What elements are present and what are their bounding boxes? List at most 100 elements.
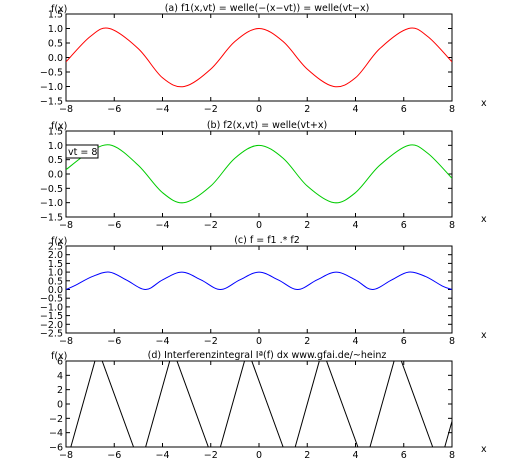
x-tick-label: −4 — [155, 104, 169, 115]
x-tick-label: 8 — [449, 336, 455, 347]
y-tick-label: 4 — [57, 371, 63, 382]
y-tick-label: −4 — [49, 428, 63, 439]
chart-title: (a) f1(x,vt) = welle(−(x−vt)) = welle(vt… — [165, 3, 370, 14]
integral-segment — [219, 361, 246, 447]
chart-panel-3: (c) f = f1 .* f2 f(x) x −8 −6 −4 −2 0 2 4 6 8 −2.5−2… — [40, 235, 487, 347]
integral-segment — [176, 361, 209, 447]
y-axis-label: f(x) — [51, 4, 67, 15]
y-tick-label: 0.5 — [48, 39, 63, 50]
y-tick-label: −2.0 — [40, 320, 63, 331]
x-tick-label: 0 — [256, 220, 262, 231]
x-tick-label: −8 — [59, 104, 73, 115]
y-tick-label: −1.0 — [40, 198, 63, 209]
x-tick-label: −8 — [59, 336, 73, 347]
integral-segment — [294, 361, 320, 447]
x-tick-label: −4 — [155, 336, 169, 347]
y-tick-label: −1.5 — [40, 311, 63, 322]
y-tick-label: 0.0 — [48, 53, 63, 64]
y-tick-label: 0.0 — [48, 285, 63, 296]
x-tick-label: 6 — [401, 450, 407, 461]
plot-frame — [65, 360, 453, 448]
y-tick-label: 2.5 — [48, 242, 63, 253]
x-tick-label: 8 — [449, 104, 455, 115]
y-axis-label: f(x) — [51, 121, 67, 132]
y-tick-label: −1.5 — [40, 97, 63, 108]
y-tick-label: −0.5 — [40, 184, 63, 195]
y-tick-label: 1.0 — [48, 141, 63, 152]
y-tick-label: 1.5 — [48, 10, 63, 21]
x-tick-label: 0 — [256, 450, 262, 461]
x-tick-label: 0 — [256, 336, 262, 347]
integral-segment — [145, 361, 171, 447]
chart-panel-2: (b) f2(x,vt) = welle(vt+x) f(x) x −8 −6 −4 −2 0… — [40, 120, 487, 231]
chart-title: (c) f = f1 .* f2 — [234, 235, 300, 246]
series-line-1 — [66, 27, 452, 88]
x-axis-label: x — [481, 444, 487, 455]
y-tick-label: 1.5 — [48, 127, 63, 138]
y-tick-label: 0.5 — [48, 155, 63, 166]
x-axis-label: x — [481, 214, 487, 225]
chart-title: (b) f2(x,vt) = welle(vt+x) — [207, 120, 327, 131]
y-tick-label: 2.0 — [48, 250, 63, 261]
x-tick-label: −4 — [155, 220, 169, 231]
x-tick-label: 6 — [401, 104, 407, 115]
x-tick-label: 4 — [352, 220, 358, 231]
y-tick-label: 2 — [57, 385, 63, 396]
x-tick-label: 2 — [304, 336, 310, 347]
x-axis-label: x — [481, 98, 487, 109]
y-tick-label: −0.5 — [40, 68, 63, 79]
x-tick-label: −6 — [107, 450, 121, 461]
x-tick-label: −8 — [59, 450, 73, 461]
x-tick-label: 2 — [304, 220, 310, 231]
y-tick-label: −2 — [49, 414, 63, 425]
x-tick-label: −2 — [204, 336, 218, 347]
y-tick-label: 0.0 — [48, 170, 63, 181]
x-tick-label: −6 — [107, 220, 121, 231]
y-tick-label: 1.5 — [48, 259, 63, 270]
x-tick-label: 8 — [449, 450, 455, 461]
x-tick-label: −6 — [107, 104, 121, 115]
integral-segment — [251, 361, 284, 447]
integral-segment — [369, 361, 395, 447]
y-tick-label: 1.0 — [48, 268, 63, 279]
x-tick-label: 0 — [256, 104, 262, 115]
y-tick-label: −1.5 — [40, 213, 63, 224]
x-tick-label: −6 — [107, 336, 121, 347]
y-tick-label: −6 — [49, 443, 63, 454]
x-tick-label: 4 — [352, 104, 358, 115]
chart-panel-4: (d) Interferenzintegral Iª(f) dx www.gfa… — [49, 350, 487, 461]
integral-segment — [444, 421, 452, 447]
y-axis-label: f(x) — [51, 236, 67, 247]
x-tick-label: 8 — [449, 220, 455, 231]
integral-segment — [70, 361, 96, 447]
x-tick-label: 2 — [304, 104, 310, 115]
x-tick-label: 6 — [401, 220, 407, 231]
integral-segment — [326, 361, 359, 447]
x-tick-label: 4 — [352, 336, 358, 347]
x-tick-label: 2 — [304, 450, 310, 461]
y-tick-label: 0.5 — [48, 276, 63, 287]
series-line-1 — [66, 271, 452, 291]
y-axis-label: f(x) — [51, 351, 67, 362]
annotation-box — [65, 144, 99, 159]
chart-title: (d) Interferenzintegral Iª(f) dx www.gfa… — [148, 350, 387, 361]
y-tick-label: 6 — [57, 357, 63, 368]
annotation-text: vt = 8 — [68, 147, 97, 158]
y-tick-label: −1.0 — [40, 82, 63, 93]
x-tick-label: −2 — [204, 450, 218, 461]
x-tick-label: 6 — [401, 336, 407, 347]
integral-segment — [101, 361, 135, 447]
x-tick-label: 4 — [352, 450, 358, 461]
y-tick-label: 0 — [57, 400, 63, 411]
x-tick-label: −2 — [204, 104, 218, 115]
x-axis-label: x — [481, 330, 487, 341]
series-line-1 — [66, 144, 452, 204]
y-tick-label: 1.0 — [48, 24, 63, 35]
x-tick-label: −4 — [155, 450, 169, 461]
chart-panel-1: (a) f1(x,vt) = welle(−(x−vt)) = welle(vt… — [40, 3, 487, 115]
x-tick-label: −8 — [59, 220, 73, 231]
plot-frame — [65, 245, 453, 334]
x-tick-label: −2 — [204, 220, 218, 231]
plot-frame — [65, 13, 453, 102]
